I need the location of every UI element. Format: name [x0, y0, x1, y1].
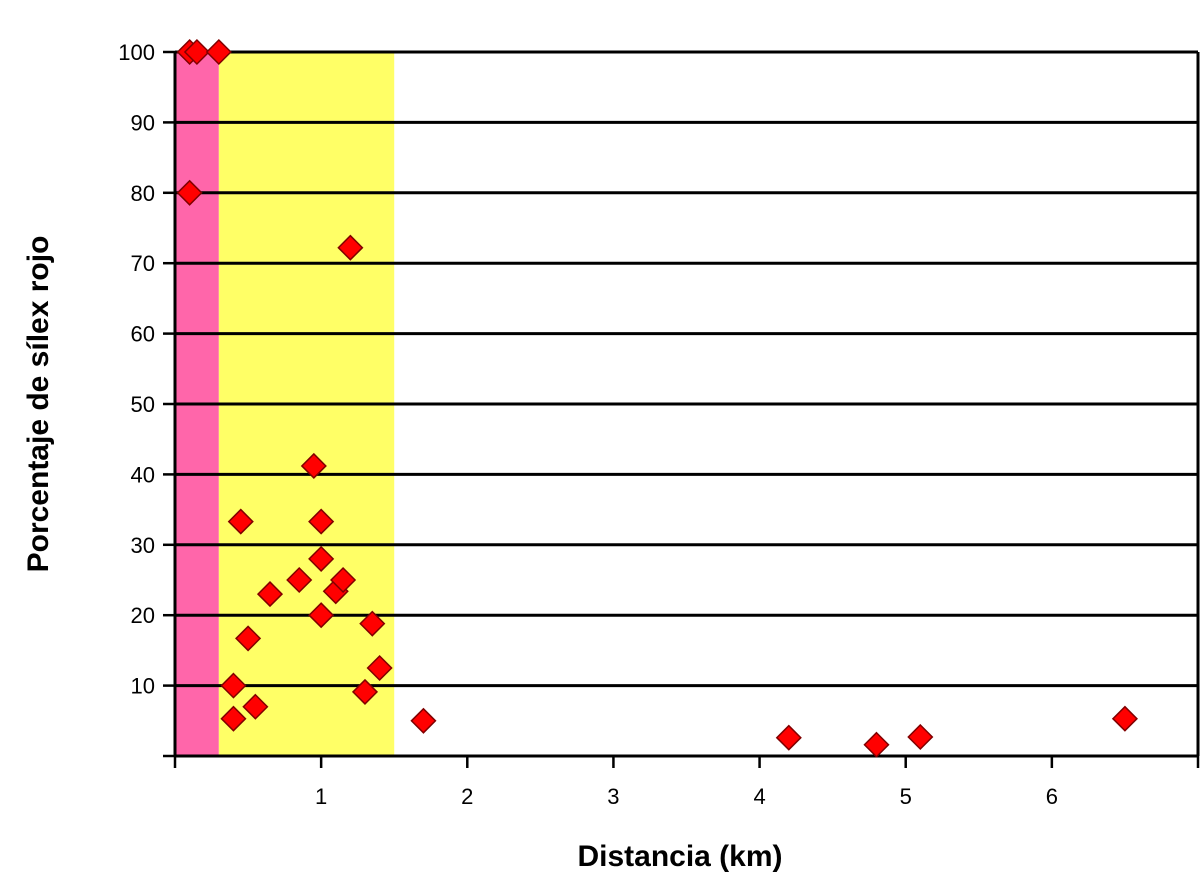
- data-point: [183, 38, 210, 66]
- data-point: [300, 452, 327, 480]
- y-tick-label: 10: [131, 674, 155, 699]
- data-point: [256, 581, 284, 608]
- data-point: [775, 724, 802, 751]
- x-axis-title: Distancia (km): [577, 840, 782, 873]
- data-point: [286, 566, 313, 594]
- data-point: [220, 705, 247, 732]
- data-point: [863, 731, 890, 758]
- y-tick-label: 30: [131, 533, 155, 558]
- y-axis-title: Porcentaje de sílex rojo: [22, 236, 55, 573]
- x-tick-label: 5: [900, 784, 912, 809]
- data-point: [359, 610, 386, 637]
- gridlines: [175, 50, 1198, 688]
- tick-labels: 10 20 30 40 50 60 70 80 90 100 1 2 3 4 5 6: [118, 40, 1058, 809]
- data-point: [205, 38, 232, 66]
- data-point: [308, 602, 335, 629]
- y-tick-label: 50: [131, 392, 155, 417]
- data-point: [242, 693, 269, 720]
- data-point: [337, 234, 364, 261]
- y-tick-label: 40: [131, 462, 155, 487]
- data-point: [351, 678, 379, 705]
- data-point: [410, 707, 437, 734]
- axes: [163, 50, 1200, 768]
- data-point: [1111, 705, 1138, 732]
- data-point: [235, 625, 262, 652]
- y-tick-label: 80: [131, 181, 155, 206]
- data-point: [308, 508, 335, 535]
- data-point: [308, 545, 335, 572]
- y-tick-label: 70: [131, 251, 155, 276]
- data-point: [227, 508, 254, 535]
- data-point: [366, 654, 393, 682]
- x-tick-label: 4: [753, 784, 765, 809]
- data-point: [330, 566, 357, 594]
- data-point: [220, 672, 247, 699]
- x-tick-label: 3: [607, 784, 619, 809]
- data-point: [176, 179, 203, 206]
- y-tick-label: 90: [131, 110, 155, 135]
- y-tick-label: 100: [118, 40, 155, 65]
- data-point: [907, 723, 934, 751]
- data-points: [176, 38, 1138, 758]
- y-tick-label: 20: [131, 603, 155, 628]
- x-tick-label: 1: [315, 784, 327, 809]
- x-tick-label: 6: [1046, 784, 1058, 809]
- x-tick-label: 2: [461, 784, 473, 809]
- y-tick-label: 60: [131, 322, 155, 347]
